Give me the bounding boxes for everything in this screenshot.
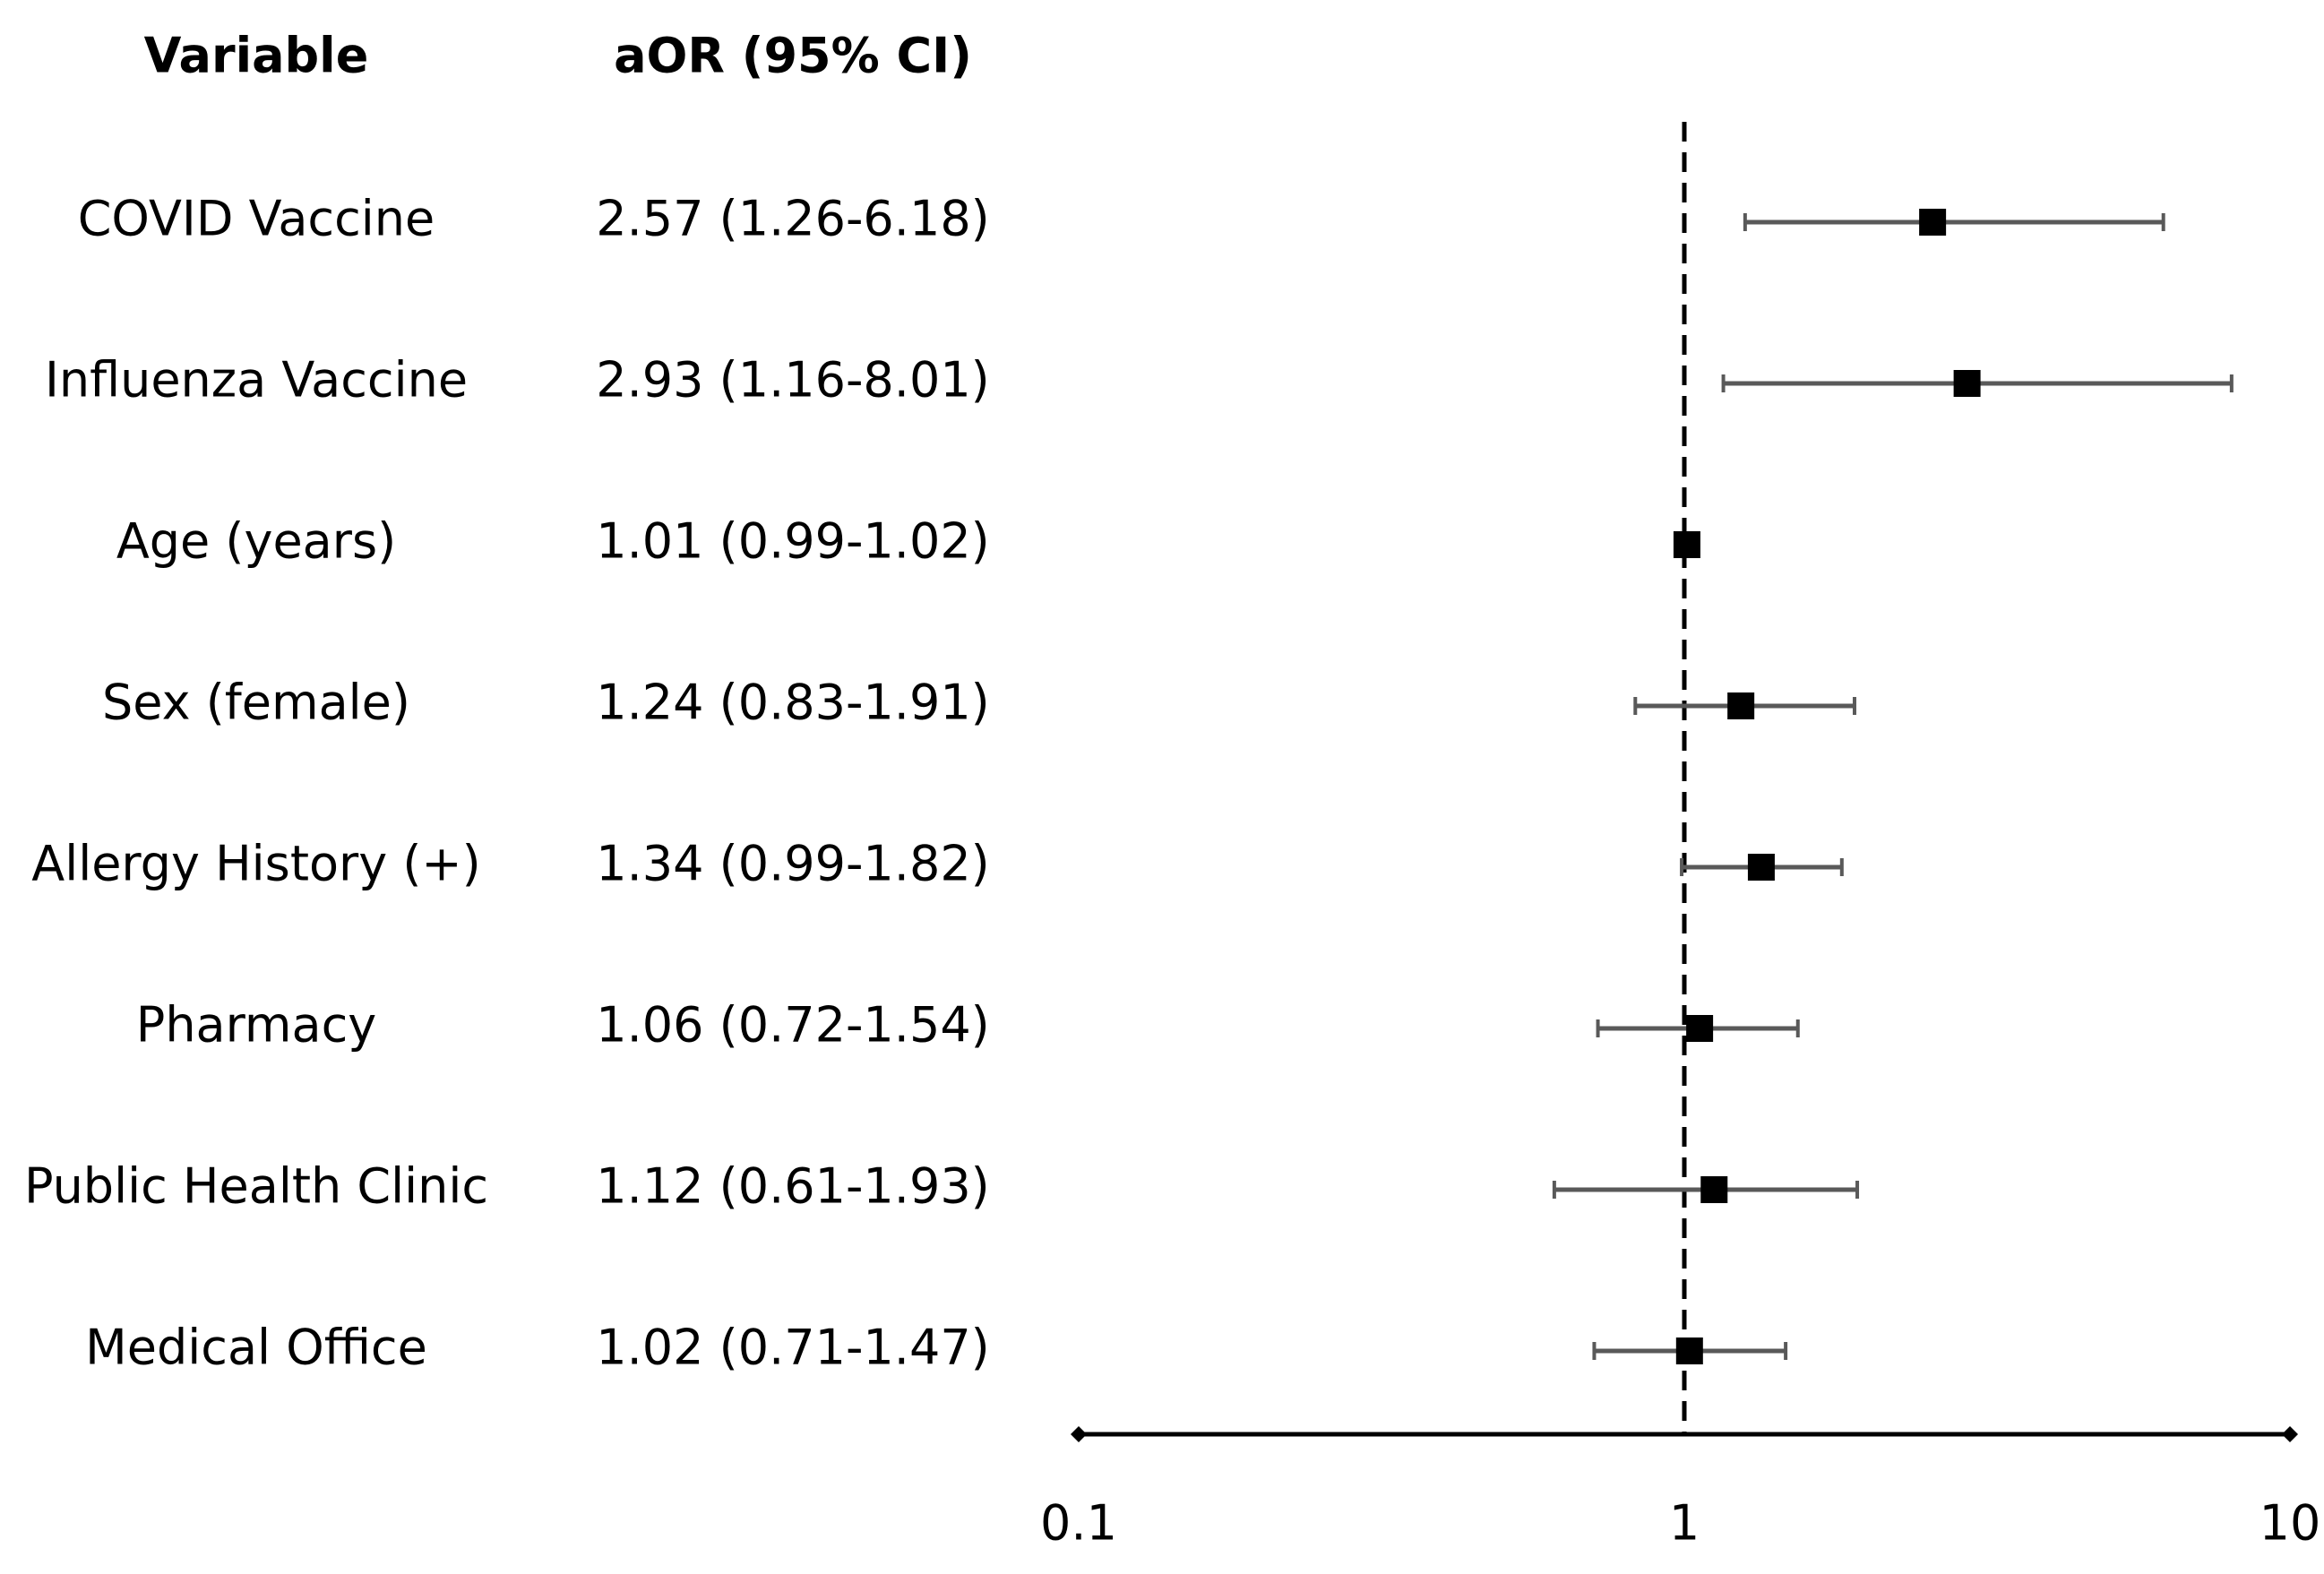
column-header: aOR (95% CI) <box>614 28 972 84</box>
x-tick-label: 0.1 <box>1040 1495 1117 1552</box>
variable-label: Medical Office <box>85 1320 427 1376</box>
point-estimate <box>1747 854 1775 881</box>
estimate-label: 1.02 (0.71-1.47) <box>596 1320 990 1376</box>
point-estimate <box>1727 692 1755 719</box>
estimate-label: 1.24 (0.83-1.91) <box>596 675 990 731</box>
variable-label: Age (years) <box>116 513 396 570</box>
estimate-label: 1.01 (0.99-1.02) <box>596 513 990 570</box>
estimate-label: 2.93 (1.16-8.01) <box>596 352 990 409</box>
variable-label: Public Health Clinic <box>24 1158 488 1215</box>
point-estimate <box>1675 1337 1703 1364</box>
point-estimate <box>1673 531 1700 558</box>
variable-label: Pharmacy <box>136 997 376 1054</box>
x-tick-label: 1 <box>1669 1495 1700 1552</box>
variable-label: Sex (female) <box>102 675 410 731</box>
column-header: Variable <box>144 28 369 84</box>
x-tick-label: 10 <box>2259 1495 2321 1552</box>
estimate-label: 2.57 (1.26-6.18) <box>596 191 990 247</box>
point-estimate <box>1953 370 1981 397</box>
variable-label: Allergy History (+) <box>31 836 480 892</box>
point-estimate <box>1919 209 1947 236</box>
estimate-label: 1.34 (0.99-1.82) <box>596 836 990 892</box>
point-estimate <box>1700 1176 1728 1203</box>
axis-end <box>1071 1426 1087 1442</box>
variable-label: COVID Vaccine <box>78 191 435 247</box>
axis-end <box>2282 1426 2298 1442</box>
variable-label: Influenza Vaccine <box>45 352 468 409</box>
estimate-label: 1.06 (0.72-1.54) <box>596 997 990 1054</box>
point-estimate <box>1686 1015 1714 1042</box>
estimate-label: 1.12 (0.61-1.93) <box>596 1158 990 1215</box>
